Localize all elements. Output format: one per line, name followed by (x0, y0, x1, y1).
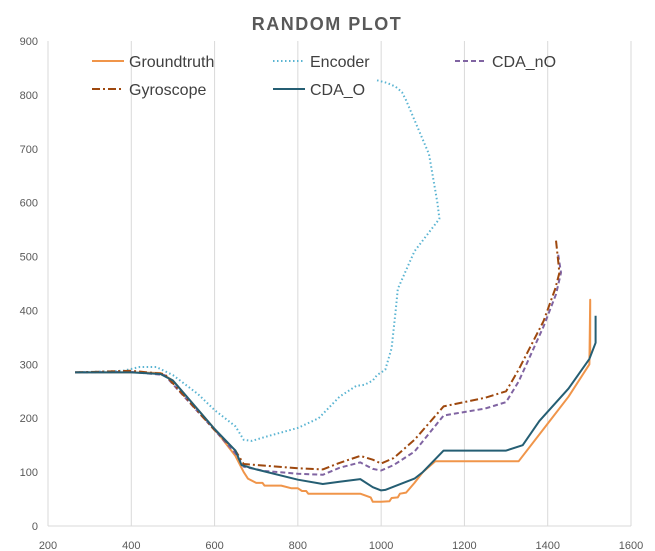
y-tick-label: 200 (20, 413, 38, 425)
x-tick-label: 600 (205, 540, 223, 551)
y-tick-label: 700 (20, 144, 38, 156)
legend-label: CDA_nO (492, 54, 556, 71)
x-tick-label: 1000 (369, 540, 393, 551)
y-tick-label: 400 (20, 305, 38, 317)
series-line-encoder (75, 79, 441, 442)
y-tick-label: 600 (20, 198, 38, 210)
chart-title: RANDOM PLOT (252, 14, 403, 34)
y-tick-label: 300 (20, 359, 38, 371)
x-tick-label: 800 (289, 540, 307, 551)
y-tick-label: 0 (32, 521, 38, 533)
series-line-gyroscope (75, 240, 561, 471)
x-tick-label: 400 (122, 540, 140, 551)
series-line-cda-o (75, 315, 597, 492)
y-tick-label: 800 (20, 90, 38, 102)
y-tick-label: 500 (20, 252, 38, 264)
series-lines (75, 79, 597, 503)
series-line-cda-no (75, 253, 562, 476)
legend-label: CDA_O (310, 82, 365, 99)
legend-label: Groundtruth (129, 54, 214, 71)
legend-label: Gyroscope (129, 82, 206, 99)
legend-label: Encoder (310, 54, 370, 71)
y-tick-label: 100 (20, 467, 38, 479)
series-line-groundtruth (75, 298, 592, 503)
y-tick-label: 900 (20, 36, 38, 48)
x-tick-label: 1600 (619, 540, 643, 551)
axis-ticks: 200 400 600 800 1000 1200 1400 1600 0 100 200 300 40… (20, 36, 644, 551)
legend: Groundtruth Encoder CDA_nO Gyroscope CDA_O (92, 54, 556, 99)
x-tick-label: 200 (39, 540, 57, 551)
x-tick-label: 1200 (452, 540, 476, 551)
x-tick-label: 1400 (535, 540, 559, 551)
grid-lines (47, 41, 632, 527)
